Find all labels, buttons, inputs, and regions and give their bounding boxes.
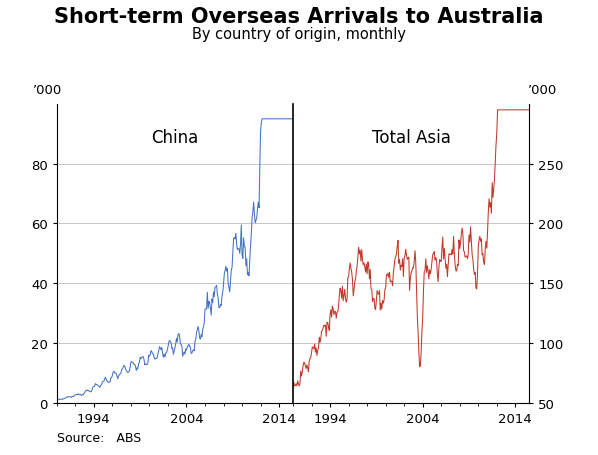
Text: By country of origin, monthly: By country of origin, monthly <box>192 27 406 42</box>
Text: Total Asia: Total Asia <box>372 128 450 147</box>
Text: Short-term Overseas Arrivals to Australia: Short-term Overseas Arrivals to Australi… <box>54 7 544 27</box>
Text: Source:   ABS: Source: ABS <box>57 430 141 444</box>
Text: China: China <box>151 128 199 147</box>
Text: ’000: ’000 <box>528 84 557 97</box>
Text: ’000: ’000 <box>33 84 62 97</box>
